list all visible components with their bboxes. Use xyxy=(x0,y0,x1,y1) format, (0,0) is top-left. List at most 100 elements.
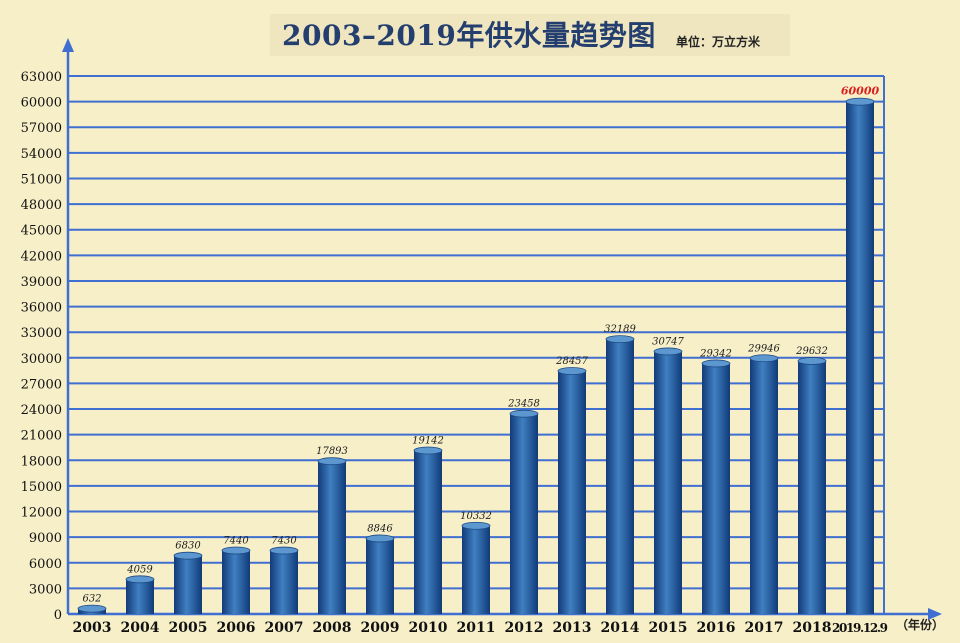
bar xyxy=(510,413,538,614)
bar-value-label: 7430 xyxy=(271,536,297,547)
bar-value-label: 23458 xyxy=(507,399,540,410)
y-tick-label: 54000 xyxy=(21,147,62,162)
bar xyxy=(462,525,490,614)
x-tick-label: 2015 xyxy=(649,620,688,636)
bar-value-label: 632 xyxy=(82,594,101,605)
x-tick-label: 2012 xyxy=(505,620,544,636)
bar xyxy=(702,363,730,614)
bar xyxy=(366,538,394,614)
bar-cap xyxy=(509,409,539,418)
bar-value-label: 4059 xyxy=(126,564,153,575)
x-axis-arrow xyxy=(928,608,942,620)
bar-cap xyxy=(653,347,683,356)
bar-cap xyxy=(125,575,155,584)
y-tick-label: 3000 xyxy=(29,582,62,597)
bar-cap xyxy=(797,357,827,365)
bar-cap xyxy=(77,604,107,613)
x-tick-label: 2004 xyxy=(121,620,160,636)
bar xyxy=(654,351,682,614)
y-tick-label: 39000 xyxy=(21,275,62,290)
x-tick-label: 2007 xyxy=(265,620,304,636)
bar-group xyxy=(797,357,827,614)
bar-cap xyxy=(317,457,347,466)
bar-value-label: 19142 xyxy=(412,436,444,447)
y-tick-label: 60000 xyxy=(21,96,62,111)
bar-value-label: 30747 xyxy=(652,336,684,347)
bar-value-label: 7440 xyxy=(223,535,249,546)
bar xyxy=(126,579,154,614)
bar-value-label: 10332 xyxy=(460,511,492,522)
bar-cap xyxy=(221,546,251,555)
y-tick-label: 45000 xyxy=(21,224,62,239)
bar-cap xyxy=(845,97,875,106)
x-tick-label: 2006 xyxy=(217,620,256,636)
bar xyxy=(750,358,778,614)
x-tick-label: 2005 xyxy=(169,620,208,636)
y-tick-label: 30000 xyxy=(21,352,62,367)
y-axis-arrow xyxy=(62,38,74,52)
y-tick-label: 9000 xyxy=(29,531,62,546)
bar xyxy=(606,339,634,614)
bar-group xyxy=(317,457,347,614)
bar-cap xyxy=(701,359,731,368)
bar-group xyxy=(77,604,107,614)
bar xyxy=(558,370,586,614)
x-tick-label: 2017 xyxy=(745,620,784,636)
bar-value-label: 29632 xyxy=(795,346,828,357)
chart-title: 2003–2019年供水量趋势图 xyxy=(282,19,656,52)
y-unit-label: 单位：万立方米 xyxy=(676,35,761,49)
y-tick-label: 51000 xyxy=(21,172,62,187)
y-tick-label: 18000 xyxy=(21,454,62,469)
y-tick-label: 24000 xyxy=(21,403,62,418)
bar-value-label: 29342 xyxy=(699,348,732,359)
bar-value-label: 8846 xyxy=(367,523,393,534)
x-tick-label: 2018 xyxy=(793,620,832,636)
y-tick-label: 0 xyxy=(54,608,62,623)
x-tick-label: 2010 xyxy=(409,620,448,636)
bar-cap xyxy=(173,551,203,560)
bar-value-label: 29946 xyxy=(747,343,780,354)
bar xyxy=(414,450,442,614)
bar-value-label: 28457 xyxy=(555,356,588,367)
y-tick-label: 57000 xyxy=(21,121,62,136)
bar-value-label: 60000 xyxy=(841,85,880,98)
bar-cap xyxy=(269,546,299,555)
bar xyxy=(270,550,298,614)
bar-group xyxy=(605,335,635,614)
bar-cap xyxy=(365,534,395,543)
y-tick-label: 63000 xyxy=(21,70,62,85)
bar-value-label: 6830 xyxy=(175,541,201,552)
bar xyxy=(798,360,826,614)
bar-group xyxy=(557,367,587,614)
y-tick-label: 21000 xyxy=(21,429,62,444)
bar-group xyxy=(845,97,875,615)
y-tick-label: 6000 xyxy=(29,557,62,572)
bar xyxy=(174,555,202,614)
bar-group xyxy=(413,446,443,614)
bar-group xyxy=(221,546,251,614)
bar-value-label: 17893 xyxy=(316,446,348,457)
y-tick-label: 48000 xyxy=(21,198,62,213)
bar-group xyxy=(653,347,683,614)
bar-group xyxy=(509,409,539,614)
bar xyxy=(846,101,874,615)
bar xyxy=(222,550,250,614)
y-tick-label: 12000 xyxy=(21,506,62,521)
title-banner xyxy=(270,14,790,56)
x-tick-label: 2009 xyxy=(361,620,400,636)
bar-cap xyxy=(413,446,443,455)
y-tick-label: 36000 xyxy=(21,301,62,316)
bar-group xyxy=(125,575,155,614)
x-tick-label: 2016 xyxy=(697,620,736,636)
x-unit-label: （年份） xyxy=(896,618,945,632)
y-tick-label: 42000 xyxy=(21,249,62,264)
y-tick-label: 15000 xyxy=(21,480,62,495)
x-tick-label: 2014 xyxy=(601,620,640,636)
bar-group xyxy=(365,534,395,614)
x-tick-label: 2008 xyxy=(313,620,352,636)
y-tick-label: 27000 xyxy=(21,377,62,392)
y-tick-label: 33000 xyxy=(21,326,62,341)
x-tick-label: 2013 xyxy=(553,620,592,636)
